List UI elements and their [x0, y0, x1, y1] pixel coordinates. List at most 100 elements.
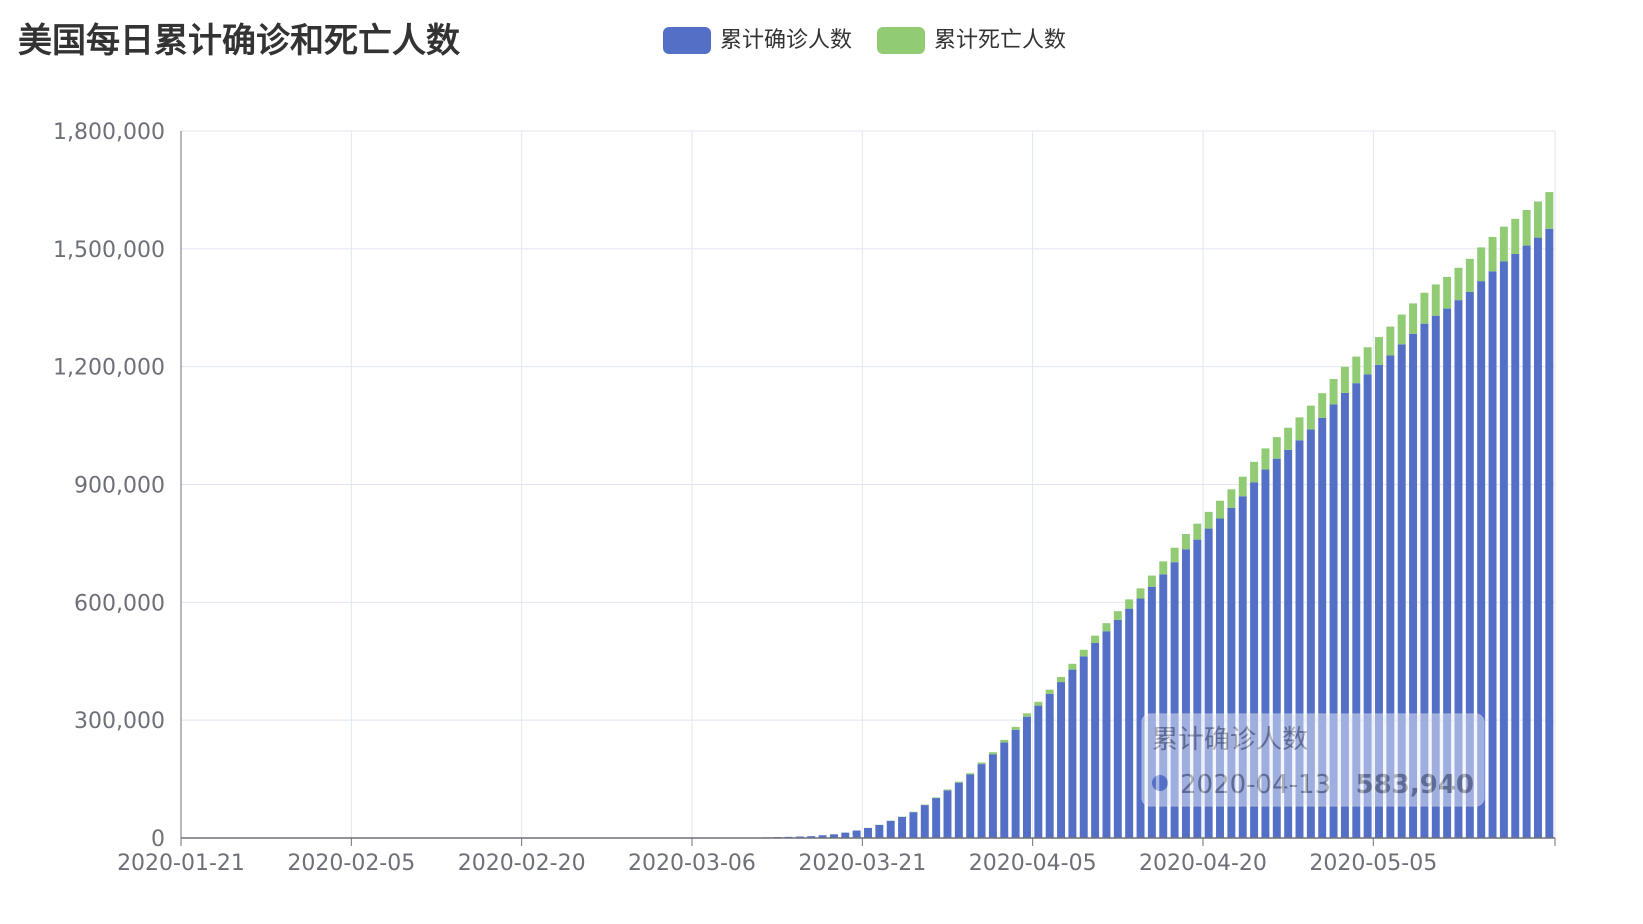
tooltip-series-name: 累计确诊人数: [1152, 725, 1308, 755]
bar-confirmed: [1023, 717, 1031, 838]
tooltip-value: 583,940: [1356, 770, 1474, 800]
bar-confirmed: [887, 821, 895, 838]
bar-confirmed: [1057, 682, 1065, 838]
bar-confirmed: [978, 764, 986, 838]
y-tick-label: 300,000: [74, 709, 165, 734]
bar-deaths: [1080, 650, 1088, 657]
bar-confirmed: [841, 833, 849, 838]
bar-confirmed: [1012, 730, 1020, 838]
bar-deaths: [1193, 524, 1201, 540]
bar-deaths: [1477, 247, 1485, 281]
bar-deaths: [1443, 277, 1451, 309]
bar-deaths: [1523, 210, 1531, 246]
bar-confirmed: [1091, 643, 1099, 838]
bar-confirmed: [898, 817, 906, 838]
bar-deaths: [1466, 259, 1474, 292]
bar-deaths: [1409, 303, 1417, 333]
bar-deaths: [978, 763, 986, 765]
y-tick-label: 900,000: [74, 474, 165, 499]
bar-deaths: [955, 782, 963, 783]
bar-deaths: [1091, 636, 1099, 643]
bar-deaths: [1068, 664, 1076, 670]
bar-confirmed: [1046, 694, 1054, 838]
x-tick-label: 2020-02-05: [287, 851, 415, 876]
x-tick-label: 2020-02-20: [458, 851, 586, 876]
bar-confirmed: [1080, 656, 1088, 838]
legend-label-confirmed: 累计确诊人数: [720, 28, 852, 53]
x-tick-label: 2020-05-05: [1309, 851, 1437, 876]
bar-deaths: [1284, 428, 1292, 450]
bar-deaths: [1114, 611, 1122, 620]
bar-confirmed: [921, 805, 929, 838]
bar-deaths: [1046, 690, 1054, 694]
bar-deaths: [1296, 417, 1304, 440]
bar-deaths: [1341, 367, 1349, 393]
bar-deaths: [1398, 315, 1406, 345]
bar-confirmed: [1545, 229, 1553, 838]
bar-confirmed: [1534, 238, 1542, 838]
bar-confirmed: [1489, 271, 1497, 838]
bar-deaths: [1352, 357, 1360, 384]
bar-deaths: [1386, 327, 1394, 356]
bar-deaths: [944, 789, 952, 790]
bar-deaths: [1455, 268, 1463, 300]
bar-deaths: [1000, 740, 1008, 742]
bar-confirmed: [989, 754, 997, 838]
bar-confirmed: [1034, 706, 1042, 838]
bar-deaths: [1148, 576, 1156, 587]
y-tick-label: 0: [151, 827, 165, 852]
bar-deaths: [1375, 337, 1383, 365]
legend[interactable]: 累计确诊人数 累计死亡人数: [663, 27, 1066, 54]
bar-deaths: [1012, 727, 1020, 730]
x-tick-label: 2020-01-21: [117, 851, 245, 876]
bar-confirmed: [909, 812, 917, 838]
legend-swatch-deaths: [877, 27, 925, 54]
bar-confirmed: [1511, 254, 1519, 838]
bar-deaths: [1137, 588, 1145, 598]
legend-item-confirmed[interactable]: 累计确诊人数: [663, 27, 852, 54]
bar-deaths: [1239, 477, 1247, 497]
bar-confirmed: [944, 790, 952, 838]
bar-confirmed: [1068, 670, 1076, 838]
bar-deaths: [1432, 284, 1440, 315]
legend-item-deaths[interactable]: 累计死亡人数: [877, 27, 1066, 54]
bar-deaths: [1261, 448, 1269, 469]
x-tick-label: 2020-04-05: [969, 851, 1097, 876]
bar-deaths: [1489, 237, 1497, 271]
y-tick-label: 1,800,000: [53, 120, 165, 145]
bar-deaths: [1511, 219, 1519, 254]
bar-deaths: [1307, 406, 1315, 430]
bar-confirmed: [1500, 261, 1508, 838]
bar-deaths: [1182, 534, 1190, 549]
x-tick-label: 2020-03-06: [628, 851, 756, 876]
bar-confirmed: [853, 830, 861, 838]
bar-confirmed: [932, 798, 940, 838]
y-tick-label: 1,200,000: [53, 356, 165, 381]
bar-deaths: [1330, 379, 1338, 404]
bar-deaths: [989, 752, 997, 754]
x-tick-label: 2020-03-21: [798, 851, 926, 876]
bar-deaths: [1250, 462, 1258, 482]
bar-deaths: [1534, 201, 1542, 237]
bar-deaths: [932, 797, 940, 798]
bar-deaths: [1034, 702, 1042, 706]
bar-deaths: [1500, 227, 1508, 262]
bar-deaths: [966, 773, 974, 774]
bar-confirmed: [1000, 742, 1008, 838]
chart-title: 美国每日累计确诊和死亡人数: [18, 21, 460, 61]
bar-deaths: [1125, 599, 1133, 608]
bar-confirmed: [1114, 620, 1122, 838]
y-tick-label: 600,000: [74, 591, 165, 616]
tooltip: 累计确诊人数 2020-04-13 583,940: [1142, 714, 1484, 806]
bar-deaths: [1273, 437, 1281, 459]
bar-deaths: [1420, 293, 1428, 324]
bar-confirmed: [1523, 246, 1531, 838]
bar-confirmed: [1125, 609, 1133, 838]
bar-deaths: [1159, 561, 1167, 574]
bar-confirmed: [966, 774, 974, 838]
x-tick-label: 2020-04-20: [1139, 851, 1267, 876]
bar-deaths: [1364, 347, 1372, 374]
legend-label-deaths: 累计死亡人数: [934, 28, 1066, 53]
